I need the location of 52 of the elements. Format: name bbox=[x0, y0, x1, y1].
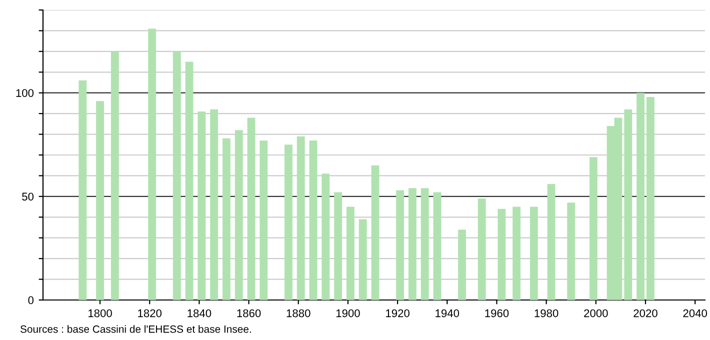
bar bbox=[408, 188, 416, 300]
bar bbox=[358, 219, 367, 300]
x-tick-label: 1940 bbox=[436, 309, 460, 318]
bar bbox=[346, 206, 354, 300]
bar bbox=[96, 101, 104, 300]
bar bbox=[530, 206, 538, 300]
bar bbox=[478, 198, 486, 300]
x-tick-label: 1840 bbox=[188, 309, 212, 318]
bar bbox=[322, 174, 330, 300]
y-tick-label: 0 bbox=[28, 296, 34, 304]
bar bbox=[547, 184, 556, 300]
x-tick-label: 1860 bbox=[237, 309, 261, 318]
source-note: Sources : base Cassini de l'EHESS et base Insee. bbox=[20, 325, 251, 333]
bar bbox=[420, 188, 429, 300]
bar bbox=[458, 230, 466, 300]
bar bbox=[78, 80, 87, 300]
bar bbox=[222, 138, 230, 300]
x-tick-label: 1880 bbox=[286, 309, 310, 318]
bar bbox=[210, 109, 218, 300]
bar bbox=[247, 118, 256, 300]
x-tick-label: 1980 bbox=[534, 309, 558, 318]
bar bbox=[234, 130, 243, 300]
bar bbox=[172, 51, 181, 300]
bar bbox=[396, 190, 404, 300]
x-tick-label: 2020 bbox=[634, 309, 658, 318]
bar bbox=[646, 97, 654, 300]
bar bbox=[148, 28, 156, 300]
bar bbox=[433, 192, 442, 300]
x-tick-label: 1820 bbox=[138, 309, 162, 318]
x-tick-label: 1800 bbox=[88, 309, 112, 318]
bar bbox=[512, 206, 521, 300]
x-tick-label: 2040 bbox=[683, 309, 708, 318]
bar bbox=[636, 92, 645, 300]
bar bbox=[110, 51, 119, 300]
bar bbox=[624, 109, 632, 300]
y-tick-label: 100 bbox=[16, 89, 34, 97]
bar bbox=[198, 112, 206, 300]
bar bbox=[260, 140, 268, 300]
bar bbox=[498, 208, 506, 300]
x-tick-label: 2000 bbox=[584, 309, 608, 318]
bar bbox=[371, 165, 380, 300]
bar bbox=[334, 192, 342, 300]
x-tick-label: 1920 bbox=[386, 309, 410, 318]
x-tick-label: 1900 bbox=[336, 309, 360, 318]
bar bbox=[567, 202, 576, 300]
x-tick-label: 1960 bbox=[485, 309, 509, 318]
bar bbox=[309, 140, 318, 300]
bar bbox=[589, 157, 598, 300]
bar bbox=[185, 62, 194, 300]
bar bbox=[284, 144, 292, 300]
bar bbox=[296, 136, 305, 300]
y-tick-label: 50 bbox=[22, 192, 34, 201]
